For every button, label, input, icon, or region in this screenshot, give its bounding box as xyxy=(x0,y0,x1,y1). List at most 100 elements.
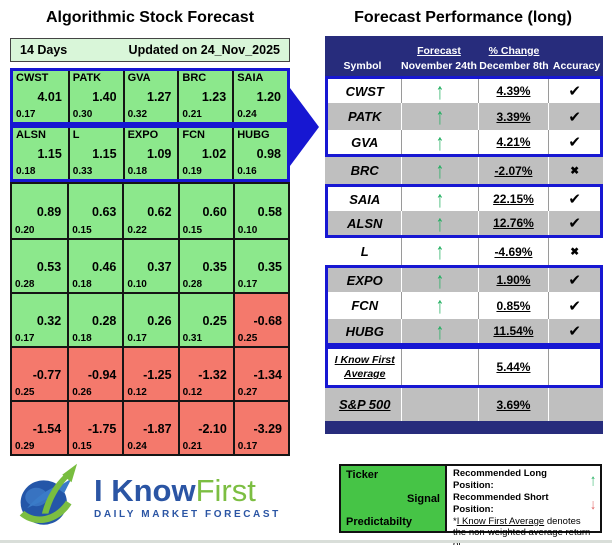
legend-ticker-label: Ticker xyxy=(346,469,379,481)
legend-box: Ticker Signal Predictabilty Recommended … xyxy=(339,464,602,545)
cross-icon: ✖ xyxy=(570,164,580,177)
forecast-cell: -3.29 0.17 xyxy=(232,402,288,454)
forecast-cell: SAIA 1.20 0.24 xyxy=(232,71,287,122)
forecast-cell: -0.68 0.25 xyxy=(232,294,288,346)
forecast-cell: 0.58 0.10 xyxy=(232,184,288,238)
symbol-cell: PATK xyxy=(347,109,382,124)
forecast-cell: 0.25 0.31 xyxy=(177,294,233,346)
bottom-divider xyxy=(0,540,612,543)
predictability-value: 0.28 xyxy=(182,279,203,290)
forecast-cell: ↑ xyxy=(401,238,477,265)
signal-value: 0.62 xyxy=(147,204,172,219)
right-panel-title: Forecast Performance (long) xyxy=(354,9,572,26)
signal-value: -2.10 xyxy=(198,421,227,436)
signal-value: 0.60 xyxy=(202,204,227,219)
forecast-cell: -0.77 0.25 xyxy=(12,348,68,400)
check-icon: ✔ xyxy=(568,191,581,208)
signal-value: 0.63 xyxy=(92,204,117,219)
signal-value: 1.02 xyxy=(201,147,227,161)
table-footer-bar xyxy=(325,421,603,434)
symbol-cell: S&P 500 xyxy=(338,397,391,412)
change-cell: 4.21% xyxy=(477,130,549,154)
predictability-value: 0.12 xyxy=(182,387,203,398)
predictability-value: 0.20 xyxy=(15,225,35,236)
logo-word-iknow: I Know xyxy=(94,472,196,508)
forecast-grid-row: -1.54 0.29 -1.75 0.15 -1.87 0.24 -2.10 0.21 … xyxy=(12,400,288,454)
ticker-label: SAIA xyxy=(237,72,264,84)
up-arrow-icon: ↑ xyxy=(435,319,445,343)
symbol-cell: CWST xyxy=(345,83,384,99)
predictability-value: 0.21 xyxy=(182,109,202,120)
symbol-cell: EXPO xyxy=(346,272,383,288)
table-row-sp500: S&P 500 3.69% xyxy=(325,388,603,421)
signal-value: 0.35 xyxy=(202,259,227,274)
predictability-value: 0.10 xyxy=(127,279,147,290)
forecast-grid: CWST 4.01 0.17 PATK 1.40 0.30 GVA 1.27 0.32 BR… xyxy=(10,68,290,456)
forecast-cell: -1.34 0.27 xyxy=(232,348,288,400)
forecast-cell: GVA 1.27 0.32 xyxy=(122,71,178,122)
forecast-cell: HUBG 0.98 0.16 xyxy=(232,128,287,179)
change-cell: 5.44% xyxy=(477,349,549,385)
forecast-grid-row: -0.77 0.25 -0.94 0.26 -1.25 0.12 -1.32 0.12 … xyxy=(12,346,288,400)
signal-value: 0.26 xyxy=(147,313,172,328)
forecast-cell: ALSN 1.15 0.18 xyxy=(13,128,68,179)
logo-globe-icon xyxy=(19,463,78,525)
signal-value: 1.27 xyxy=(147,90,172,104)
table-row: EXPO ↑ 1.90% ✔ xyxy=(325,265,603,292)
predictability-value: 0.30 xyxy=(72,109,93,120)
updated-label: Updated on 24_Nov_2025 xyxy=(128,43,280,57)
forecast-cell: 0.35 0.28 xyxy=(177,240,233,292)
down-arrow-icon: ↓ xyxy=(590,495,596,513)
table-row: CWST ↑ 4.39% ✔ xyxy=(325,76,603,103)
signal-value: 1.15 xyxy=(37,147,62,161)
table-row: HUBG ↑ 11.54% ✔ xyxy=(325,319,603,346)
up-arrow-icon: ↑ xyxy=(435,187,445,211)
table-row: BRC ↑ -2.07% ✖ xyxy=(325,157,603,184)
ticker-label: GVA xyxy=(127,72,151,84)
accuracy-cell xyxy=(548,349,600,385)
table-row: PATK ↑ 3.39% ✔ xyxy=(325,103,603,130)
predictability-value: 0.31 xyxy=(182,333,203,344)
forecast-cell: 0.46 0.18 xyxy=(67,240,123,292)
predictability-value: 0.28 xyxy=(15,279,35,290)
check-icon: ✔ xyxy=(568,323,581,340)
signal-value: -0.94 xyxy=(87,367,117,382)
signal-value: -1.87 xyxy=(143,421,172,436)
predictability-value: 0.10 xyxy=(237,225,258,236)
up-arrow-icon: ↑ xyxy=(590,470,596,490)
legend-key-cell: Ticker Signal Predictabilty xyxy=(341,466,447,531)
predictability-value: 0.19 xyxy=(182,166,202,177)
forecast-cell: L 1.15 0.33 xyxy=(67,128,123,179)
forecast-cell: ↑ xyxy=(401,103,477,130)
forecast-cell: ↑ xyxy=(401,319,477,343)
ticker-label: BRC xyxy=(182,72,207,84)
change-cell: 3.69% xyxy=(477,388,549,421)
forecast-cell: 0.32 0.17 xyxy=(12,294,68,346)
table-row: FCN ↑ 0.85% ✔ xyxy=(325,292,603,319)
predictability-value: 0.18 xyxy=(72,333,92,344)
up-arrow-icon: ↑ xyxy=(435,103,445,130)
header-accuracy: Accuracy xyxy=(552,60,601,72)
signal-value: 0.89 xyxy=(36,204,62,219)
ticker-label: EXPO xyxy=(127,129,159,141)
signal-value: 1.23 xyxy=(201,90,227,104)
predictability-value: 0.17 xyxy=(127,333,147,344)
forecast-cell: 0.53 0.28 xyxy=(12,240,68,292)
symbol-cell: GVA xyxy=(351,134,379,150)
predictability-value: 0.24 xyxy=(127,441,147,452)
change-cell: 0.85% xyxy=(477,292,549,319)
predictability-value: 0.18 xyxy=(72,279,92,290)
symbol-cell: SAIA xyxy=(349,191,381,207)
up-arrow-icon: ↑ xyxy=(435,268,445,292)
signal-value: -3.29 xyxy=(253,421,283,436)
table-row: ALSN ↑ 12.76% ✔ xyxy=(325,211,603,238)
forecast-grid-body: 0.89 0.20 0.63 0.15 0.62 0.22 0.60 0.15 0.58… xyxy=(10,182,290,456)
accuracy-cell: ✔ xyxy=(548,130,600,154)
symbol-cell: HUBG xyxy=(345,323,384,339)
forecast-grid-row: 0.32 0.17 0.28 0.18 0.26 0.17 0.25 0.31 -0.6… xyxy=(12,292,288,346)
forecast-cell: -1.32 0.12 xyxy=(177,348,233,400)
up-arrow-icon: ↑ xyxy=(435,130,445,154)
accuracy-cell: ✔ xyxy=(548,292,600,319)
signal-value: -1.75 xyxy=(87,421,117,436)
signal-value: -1.25 xyxy=(143,367,172,382)
